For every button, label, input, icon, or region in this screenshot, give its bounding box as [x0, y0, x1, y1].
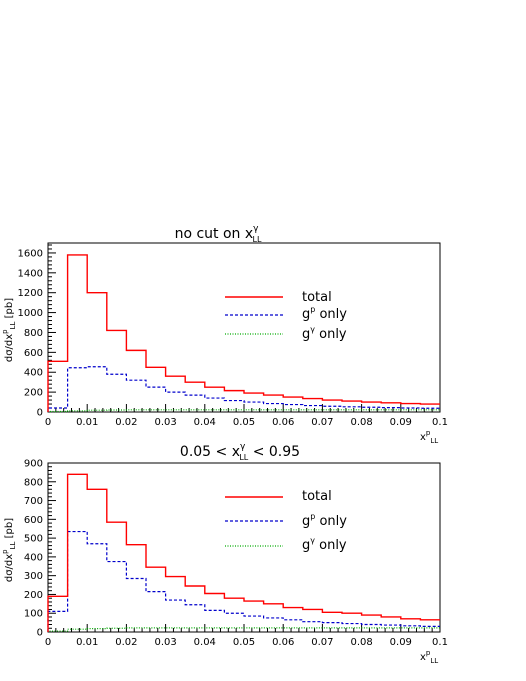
y-tick-label: 600	[24, 515, 43, 526]
y-tick-label: 400	[24, 552, 43, 563]
y-tick-label: 600	[24, 348, 43, 359]
x-tick-label: 0.02	[115, 417, 137, 428]
x-tick-label: 0.04	[194, 637, 216, 648]
legend-label-gp: gp only	[302, 512, 347, 529]
x-tick-label: 0.05	[233, 417, 255, 428]
legend-label-total: total	[302, 489, 332, 504]
x-tick-label: 0.09	[390, 417, 412, 428]
legend-label-gp: gp only	[302, 305, 347, 322]
x-tick-label: 0.06	[272, 417, 294, 428]
y-tick-label: 200	[24, 388, 43, 399]
x-tick-label: 0.08	[350, 417, 372, 428]
y-tick-label: 1000	[18, 308, 43, 319]
x-tick-label: 0.03	[154, 417, 176, 428]
series-total-line	[47, 254, 440, 412]
x-tick-label: 0.03	[154, 637, 176, 648]
y-tick-label: 800	[24, 328, 43, 339]
panel-title: no cut on xγ LL	[175, 224, 262, 244]
legend-label-total: total	[302, 290, 332, 305]
series-gonly-line	[47, 409, 440, 413]
panel-no-cut: no cut on xγ LL dσ/dxpLL [pb] xpLL total …	[1, 224, 448, 445]
y-axis-label: dσ/dxpLL [pb]	[1, 298, 17, 362]
x-tick-label: 0.08	[350, 637, 372, 648]
x-tick-label: 0.04	[194, 417, 216, 428]
y-tick-label: 1400	[18, 268, 43, 279]
x-tick-label: 0	[45, 637, 51, 648]
x-tick-label: 0.1	[432, 637, 448, 648]
y-axis-label: dσ/dxpLL [pb]	[1, 518, 17, 582]
x-tick-label: 0	[45, 417, 51, 428]
y-tick-label: 900	[24, 459, 43, 470]
y-tick-label: 300	[24, 571, 43, 582]
x-tick-label: 0.06	[272, 637, 294, 648]
y-tick-label: 1200	[18, 288, 43, 299]
y-tick-label: 1600	[18, 248, 43, 259]
y-tick-label: 100	[24, 609, 43, 620]
legend-label-ggamma: gγ only	[302, 325, 347, 342]
y-tick-label: 0	[37, 628, 43, 639]
legend: total gp only gγ only	[225, 489, 347, 553]
x-tick-label: 0.07	[311, 417, 333, 428]
y-tick-label: 0	[37, 408, 43, 419]
series-gonly-line	[47, 627, 440, 632]
y-tick-label: 500	[24, 534, 43, 545]
legend-label-ggamma: gγ only	[302, 536, 347, 553]
x-axis-label: xpLL	[420, 429, 438, 445]
x-tick-label: 0.02	[115, 637, 137, 648]
legend: total gp only gγ only	[225, 290, 347, 342]
y-tick-label: 400	[24, 368, 43, 379]
x-tick-label: 0.01	[76, 637, 98, 648]
x-tick-label: 0.1	[432, 417, 448, 428]
x-tick-label: 0.09	[390, 637, 412, 648]
panel-title: 0.05 < xγ LL < 0.95	[180, 442, 300, 462]
panel-with-cut: 0.05 < xγ LL < 0.95 dσ/dxpLL [pb] xpLL to…	[1, 442, 448, 665]
x-tick-label: 0.05	[233, 637, 255, 648]
series-total-line	[47, 473, 440, 632]
y-tick-label: 700	[24, 496, 43, 507]
y-tick-label: 200	[24, 590, 43, 601]
x-axis-label: xpLL	[420, 649, 438, 665]
y-tick-label: 800	[24, 477, 43, 488]
x-tick-label: 0.07	[311, 637, 333, 648]
x-tick-label: 0.01	[76, 417, 98, 428]
series-gponly-line	[47, 366, 440, 412]
